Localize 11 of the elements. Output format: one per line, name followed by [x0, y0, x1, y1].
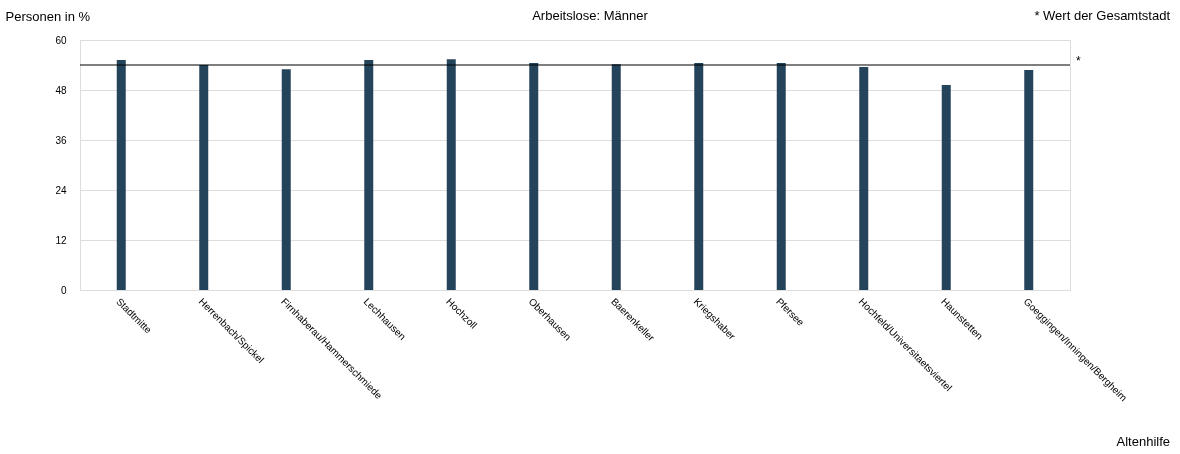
y-tick-label: 0 — [60, 284, 67, 296]
y-tick-label: 48 — [55, 84, 67, 96]
y-tick-label: 36 — [55, 134, 67, 146]
chart-title: Arbeitslose: Männer — [532, 8, 649, 23]
text: * Wert der Gesamtstadt — [1034, 8, 1171, 23]
y-tick-label: 24 — [55, 184, 67, 196]
text: Altenhilfe — [1116, 434, 1170, 449]
y-axis-title: Personen in % — [5, 8, 91, 24]
y-tick-label: 60 — [55, 34, 67, 46]
y-tick-label: 12 — [55, 234, 67, 246]
ref-line-label: * — [1076, 54, 1081, 68]
